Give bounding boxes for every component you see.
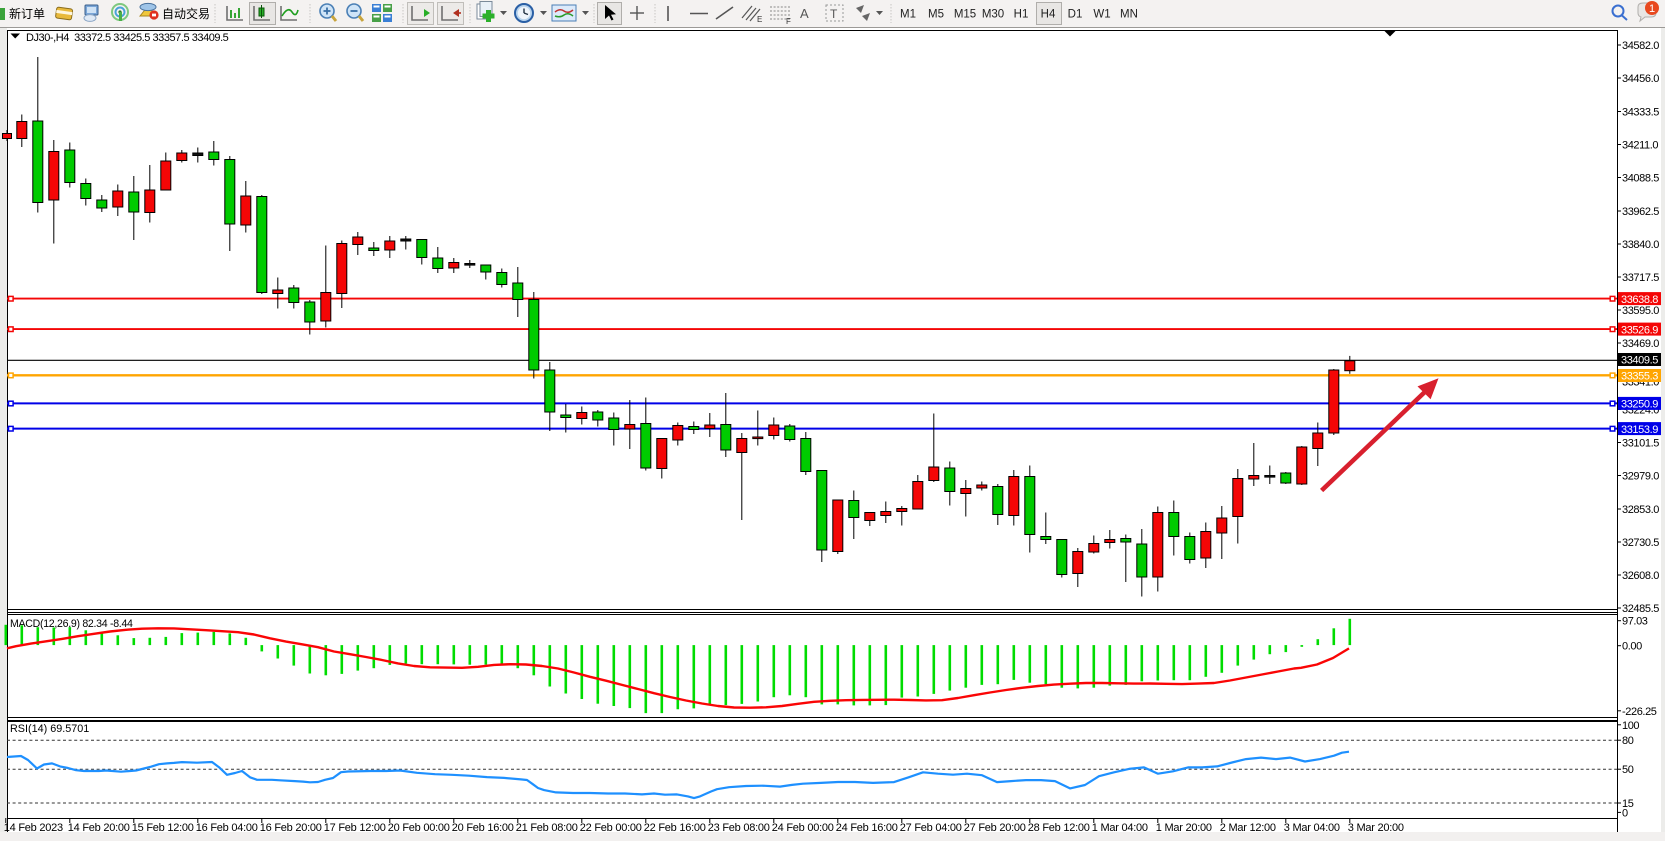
svg-text:M5: M5: [928, 9, 944, 21]
svg-text:D1: D1: [1068, 9, 1083, 21]
svg-text:2 Mar 12:00: 2 Mar 12:00: [1220, 822, 1276, 834]
svg-text:1 Mar 04:00: 1 Mar 04:00: [1092, 822, 1148, 834]
svg-text:1 Mar 20:00: 1 Mar 20:00: [1156, 822, 1212, 834]
svg-text:RSI(14) 69.5701: RSI(14) 69.5701: [10, 723, 89, 735]
svg-text:33638.8: 33638.8: [1621, 294, 1658, 306]
svg-text:M15: M15: [954, 9, 976, 21]
svg-text:32608.0: 32608.0: [1622, 570, 1659, 582]
svg-text:16 Feb 04:00: 16 Feb 04:00: [196, 822, 258, 834]
svg-text:34333.5: 34333.5: [1622, 107, 1659, 119]
svg-text:33409.5: 33409.5: [1621, 355, 1658, 367]
svg-text:97.03: 97.03: [1622, 616, 1648, 628]
svg-text:32853.0: 32853.0: [1622, 504, 1659, 516]
svg-text:MACD(12,26,9) 82.34 -8.44: MACD(12,26,9) 82.34 -8.44: [10, 618, 133, 630]
svg-text:20 Feb 16:00: 20 Feb 16:00: [452, 822, 514, 834]
svg-text:0: 0: [1622, 807, 1628, 819]
svg-text:27 Feb 04:00: 27 Feb 04:00: [900, 822, 962, 834]
svg-text:34088.5: 34088.5: [1622, 173, 1659, 185]
svg-text:E: E: [757, 15, 762, 24]
svg-text:A: A: [800, 6, 809, 21]
svg-text:15 Feb 12:00: 15 Feb 12:00: [132, 822, 194, 834]
svg-text:1: 1: [1649, 3, 1655, 15]
svg-text:33355.3: 33355.3: [1621, 371, 1658, 383]
svg-text:21 Feb 08:00: 21 Feb 08:00: [516, 822, 578, 834]
svg-text:DJ30-,H4 33372.5 33425.5 3335: DJ30-,H4 33372.5 33425.5 33357.5 33409.5: [26, 32, 229, 44]
svg-text:14 Feb 2023: 14 Feb 2023: [4, 822, 63, 834]
svg-text:33717.5: 33717.5: [1622, 272, 1659, 284]
svg-text:0.00: 0.00: [1622, 641, 1642, 653]
svg-text:MN: MN: [1120, 9, 1138, 21]
svg-text:80: 80: [1622, 735, 1634, 747]
svg-text:17 Feb 12:00: 17 Feb 12:00: [324, 822, 386, 834]
svg-text:34582.0: 34582.0: [1622, 40, 1659, 52]
svg-text:32485.5: 32485.5: [1622, 603, 1659, 615]
svg-text:15: 15: [1622, 798, 1634, 810]
svg-text:W1: W1: [1093, 9, 1110, 21]
svg-text:33101.5: 33101.5: [1622, 438, 1659, 450]
svg-text:33526.9: 33526.9: [1621, 324, 1658, 336]
svg-text:H1: H1: [1014, 9, 1029, 21]
svg-text:22 Feb 16:00: 22 Feb 16:00: [644, 822, 706, 834]
svg-text:23 Feb 08:00: 23 Feb 08:00: [708, 822, 770, 834]
svg-text:33250.9: 33250.9: [1621, 399, 1658, 411]
svg-text:-226.25: -226.25: [1622, 706, 1657, 718]
svg-text:33469.0: 33469.0: [1622, 338, 1659, 350]
svg-text:100: 100: [1622, 720, 1639, 732]
svg-text:34211.0: 34211.0: [1622, 140, 1658, 152]
svg-text:33840.0: 33840.0: [1622, 239, 1659, 251]
svg-text:H4: H4: [1041, 9, 1056, 21]
svg-text:33153.9: 33153.9: [1621, 424, 1658, 436]
svg-text:28 Feb 12:00: 28 Feb 12:00: [1028, 822, 1090, 834]
svg-text:3 Mar 04:00: 3 Mar 04:00: [1284, 822, 1340, 834]
svg-text:T: T: [830, 7, 838, 21]
svg-text:新订单: 新订单: [9, 6, 45, 21]
svg-text:20 Feb 00:00: 20 Feb 00:00: [388, 822, 450, 834]
svg-text:27 Feb 20:00: 27 Feb 20:00: [964, 822, 1026, 834]
svg-text:22 Feb 00:00: 22 Feb 00:00: [580, 822, 642, 834]
svg-text:自动交易: 自动交易: [162, 6, 210, 21]
svg-text:50: 50: [1622, 764, 1634, 776]
svg-text:16 Feb 20:00: 16 Feb 20:00: [260, 822, 322, 834]
svg-text:32979.0: 32979.0: [1622, 471, 1659, 483]
svg-text:F: F: [786, 17, 791, 26]
svg-text:14 Feb 20:00: 14 Feb 20:00: [68, 822, 130, 834]
svg-text:24 Feb 16:00: 24 Feb 16:00: [836, 822, 898, 834]
svg-text:M1: M1: [900, 9, 916, 21]
svg-text:34456.0: 34456.0: [1622, 73, 1659, 85]
svg-text:32730.5: 32730.5: [1622, 537, 1659, 549]
svg-text:M30: M30: [982, 9, 1004, 21]
svg-text:33595.0: 33595.0: [1622, 305, 1659, 317]
svg-text:3 Mar 20:00: 3 Mar 20:00: [1348, 822, 1404, 834]
svg-text:24 Feb 00:00: 24 Feb 00:00: [772, 822, 834, 834]
svg-text:33962.5: 33962.5: [1622, 206, 1659, 218]
